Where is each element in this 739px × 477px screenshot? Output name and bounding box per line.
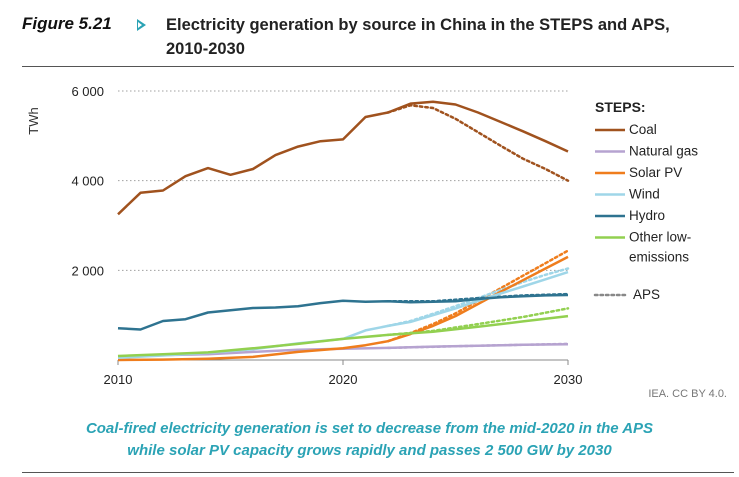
legend-label-wind: Wind (629, 187, 660, 202)
x-tick-label: 2010 (104, 372, 133, 387)
figure-title-line-1: Electricity generation by source in Chin… (166, 16, 670, 34)
y-tick-label: 4 000 (71, 174, 104, 189)
steps-line-other-low-emissions (117, 314, 569, 358)
steps-line-solar-pv (117, 255, 569, 362)
figure-header: Figure 5.21 Electricity generation by so… (22, 10, 722, 62)
x-tick-label: 2020 (329, 372, 358, 387)
bottom-divider (22, 472, 734, 473)
legend-label-natural-gas: Natural gas (629, 144, 698, 159)
source-note: IEA. CC BY 4.0. (648, 388, 727, 400)
legend-label-solar-pv: Solar PV (629, 165, 682, 180)
caption-line-2: while solar PV capacity grows rapidly an… (127, 442, 612, 459)
line-chart: TWh 2 000 4 000 6 000 2010 2020 2030 STEPS: Coal… (26, 84, 698, 387)
top-divider (22, 66, 734, 67)
figure-title: Electricity generation by source in Chin… (166, 13, 726, 61)
y-axis-label: TWh (26, 107, 41, 134)
triangle-arrow-icon (137, 19, 146, 31)
legend-label-aps: APS (633, 287, 660, 302)
legend-label-other-low-emissions: emissions (629, 250, 689, 265)
figure-title-line-2: 2010-2030 (166, 40, 245, 58)
figure-caption: Coal-fired electricity generation is set… (0, 418, 739, 462)
legend-label-other-low-emissions: Other low- (629, 230, 691, 245)
y-tick-label: 2 000 (71, 263, 104, 278)
legend-label-hydro: Hydro (629, 208, 665, 223)
aps-line-coal (386, 104, 570, 182)
x-tick-label: 2030 (554, 372, 583, 387)
legend-title: STEPS: (595, 99, 646, 115)
steps-line-coal (117, 100, 569, 216)
steps-line-hydro (117, 293, 569, 331)
y-tick-label: 6 000 (71, 84, 104, 99)
legend-label-coal: Coal (629, 122, 657, 137)
figure-label: Figure 5.21 (22, 14, 112, 33)
caption-line-1: Coal-fired electricity generation is set… (85, 420, 654, 437)
